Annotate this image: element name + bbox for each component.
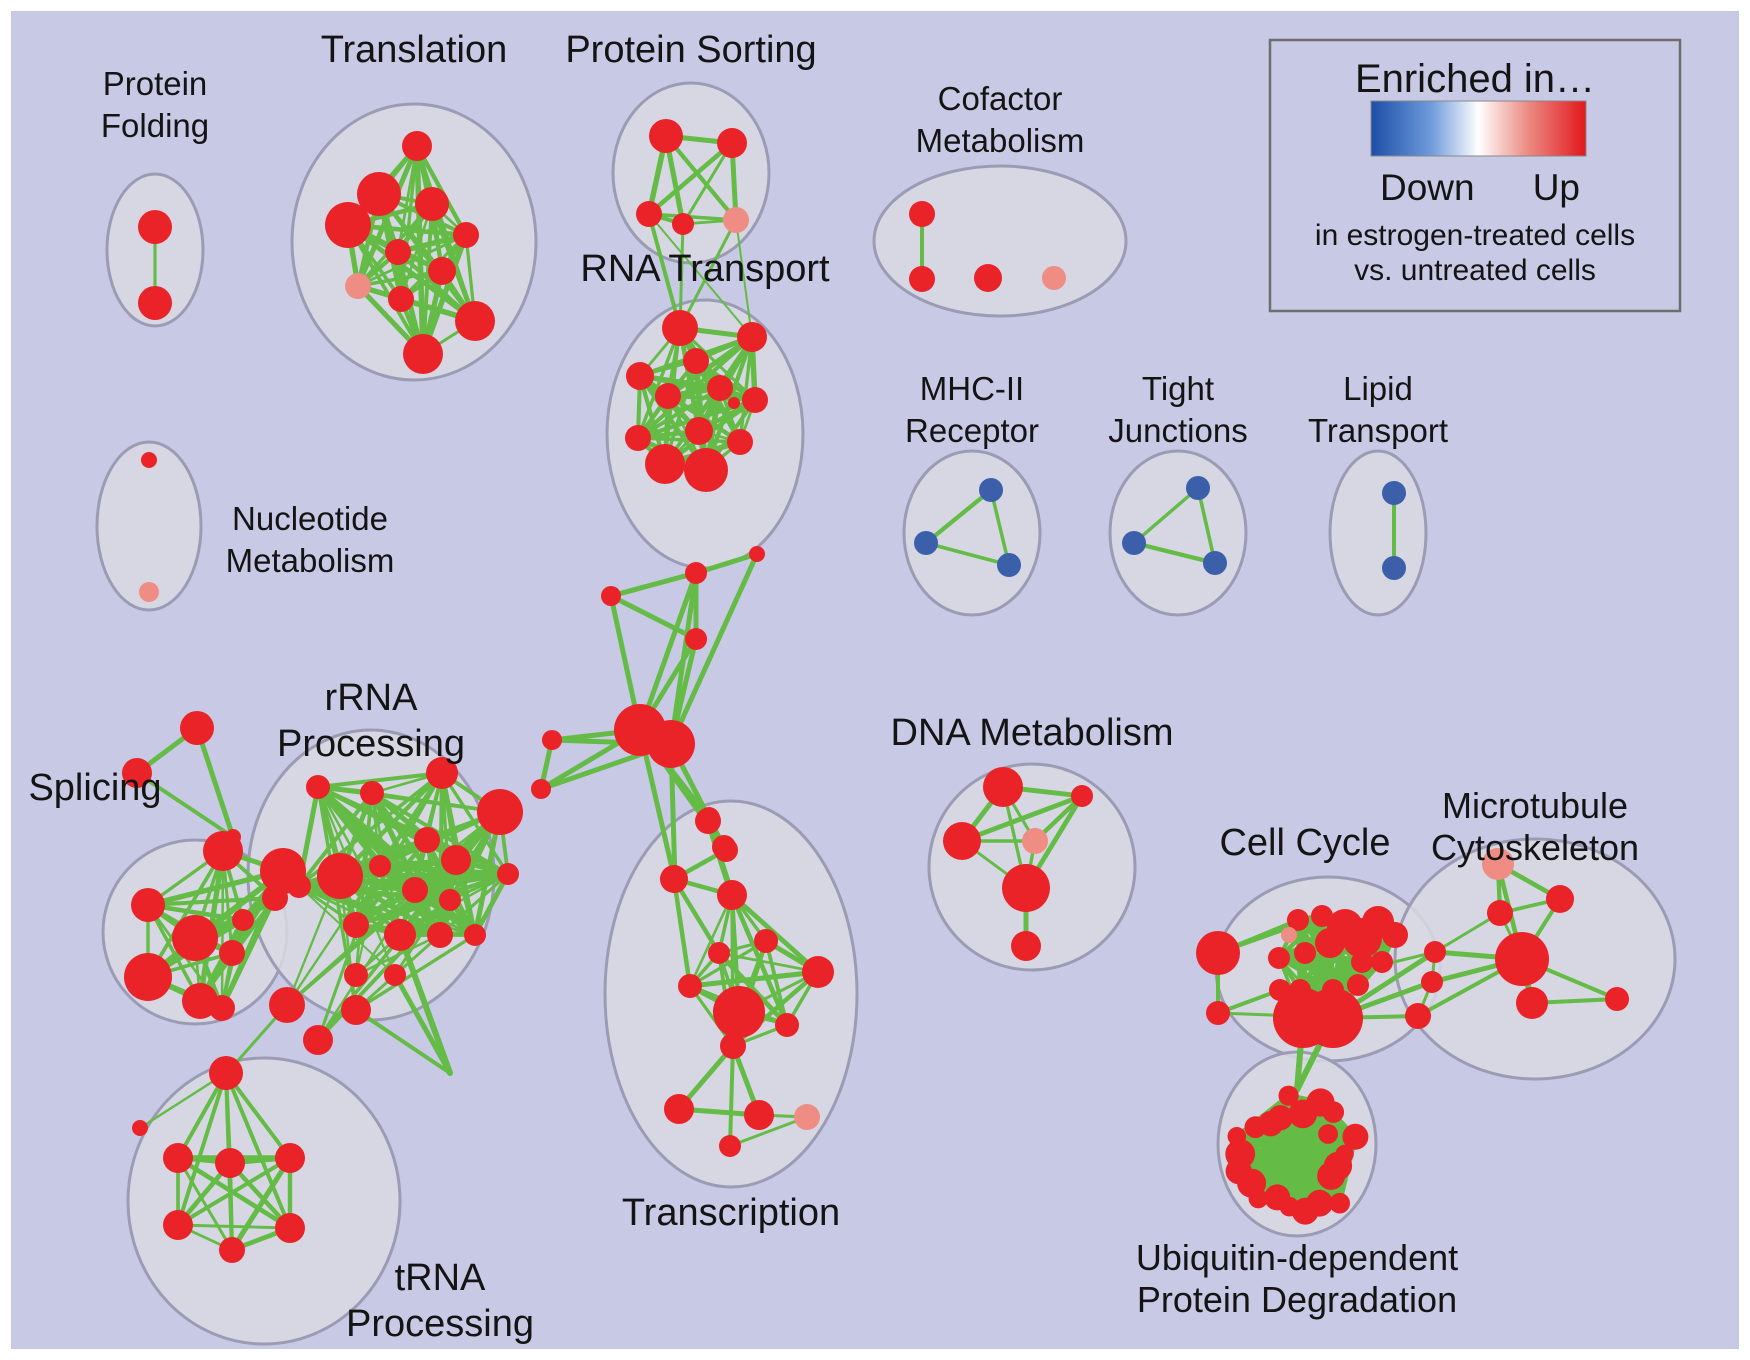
svg-text:Transport: Transport — [1308, 412, 1448, 449]
svg-text:Translation: Translation — [321, 29, 508, 71]
svg-text:rRNA: rRNA — [325, 677, 419, 719]
svg-text:Enriched in…: Enriched in… — [1355, 57, 1595, 101]
svg-text:Ubiquitin-dependent: Ubiquitin-dependent — [1136, 1237, 1458, 1278]
svg-text:Down: Down — [1380, 167, 1475, 208]
svg-text:Protein Degradation: Protein Degradation — [1137, 1279, 1457, 1320]
svg-text:vs. untreated cells: vs. untreated cells — [1354, 254, 1596, 287]
svg-text:Metabolism: Metabolism — [226, 542, 395, 579]
svg-text:tRNA: tRNA — [395, 1257, 486, 1299]
svg-text:MHC-II: MHC-II — [920, 370, 1024, 407]
svg-text:Processing: Processing — [277, 723, 465, 765]
svg-text:Protein Sorting: Protein Sorting — [565, 29, 816, 71]
svg-text:Cofactor: Cofactor — [938, 80, 1063, 117]
svg-text:Receptor: Receptor — [905, 412, 1039, 449]
svg-text:RNA Transport: RNA Transport — [580, 248, 830, 290]
svg-text:Processing: Processing — [346, 1303, 534, 1345]
svg-text:Splicing: Splicing — [28, 767, 161, 809]
svg-text:Transcription: Transcription — [622, 1192, 840, 1234]
svg-text:Up: Up — [1533, 167, 1580, 208]
svg-text:Lipid: Lipid — [1343, 370, 1413, 407]
svg-text:in estrogen-treated cells: in estrogen-treated cells — [1315, 219, 1635, 252]
svg-text:Protein: Protein — [103, 65, 208, 102]
svg-text:DNA Metabolism: DNA Metabolism — [891, 712, 1174, 754]
svg-text:Cytoskeleton: Cytoskeleton — [1431, 827, 1639, 868]
svg-text:Nucleotide: Nucleotide — [232, 500, 388, 537]
svg-text:Tight: Tight — [1142, 370, 1214, 407]
svg-text:Folding: Folding — [101, 107, 209, 144]
svg-text:Microtubule: Microtubule — [1442, 785, 1628, 826]
svg-text:Cell Cycle: Cell Cycle — [1219, 822, 1390, 864]
svg-text:Junctions: Junctions — [1108, 412, 1247, 449]
svg-text:Metabolism: Metabolism — [916, 122, 1085, 159]
